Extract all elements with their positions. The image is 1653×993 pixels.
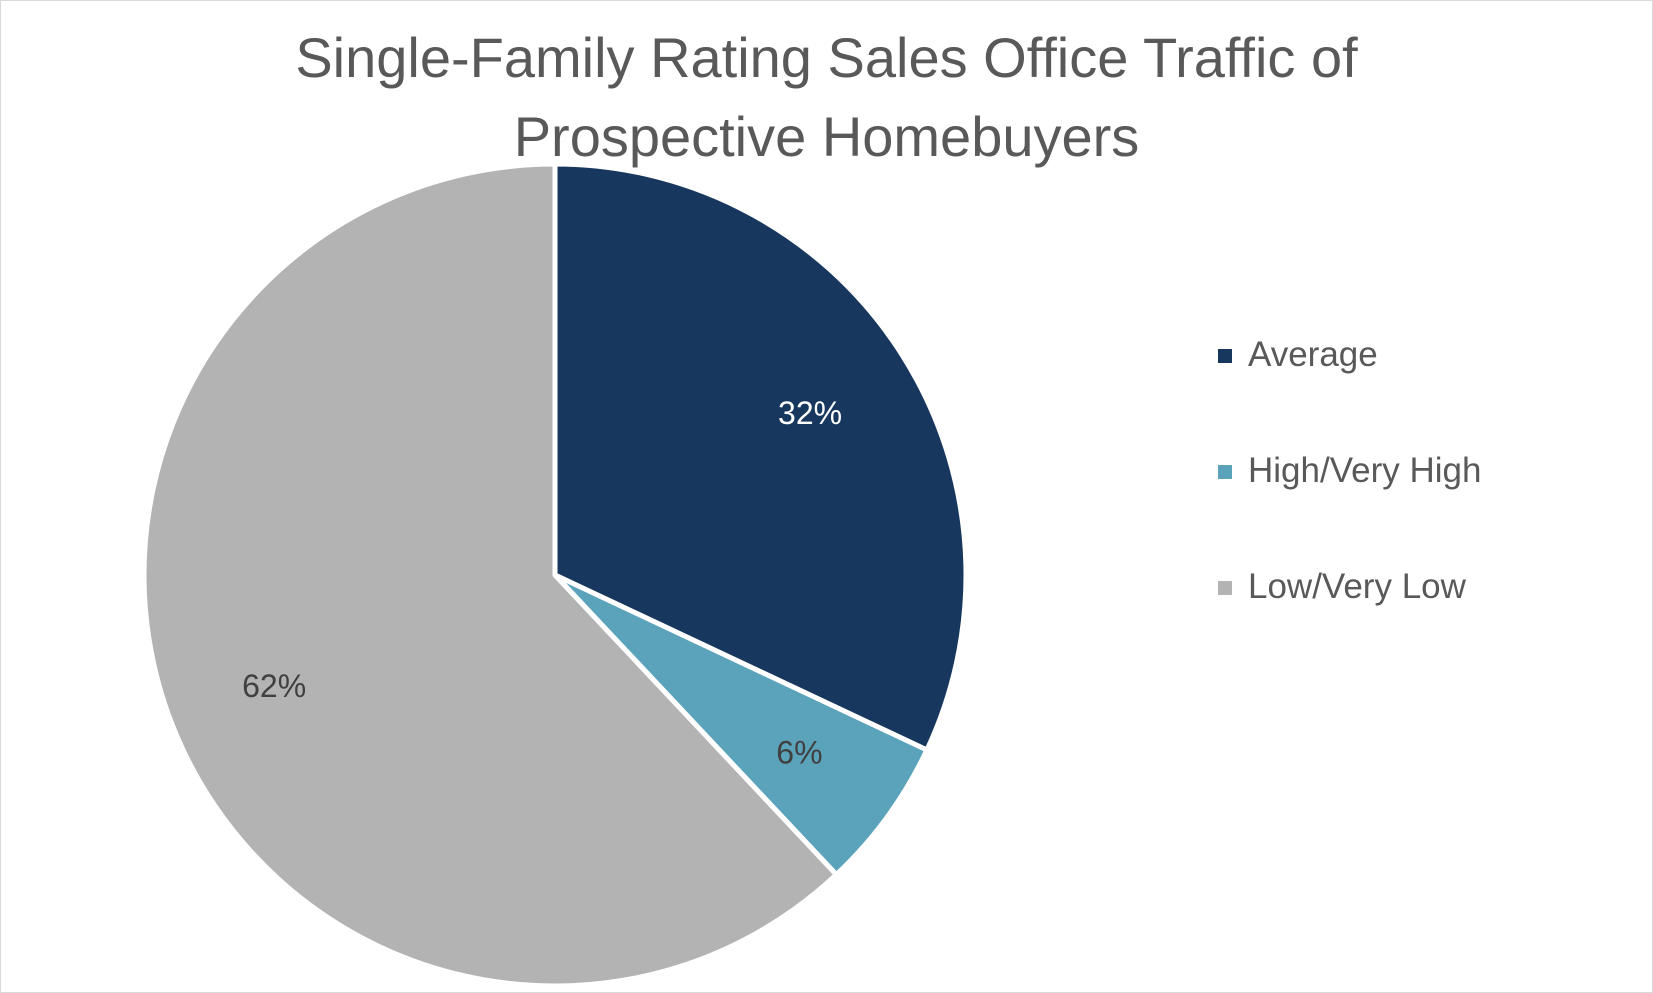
chart-title: Single-Family Rating Sales Office Traffi… bbox=[0, 18, 1653, 176]
legend-label-average: Average bbox=[1248, 335, 1378, 374]
legend-swatch-low-very-low bbox=[1218, 581, 1232, 595]
pie-slice-low-very-low bbox=[141, 161, 839, 989]
legend-swatch-high-very-high bbox=[1218, 465, 1232, 479]
legend-swatch-average bbox=[1218, 349, 1232, 363]
pie-slice-average bbox=[552, 161, 969, 753]
legend-item-high-very-high: High/Very High bbox=[1218, 450, 1481, 566]
pie-slice-high-very-high bbox=[552, 572, 930, 878]
legend-label-low-very-low: Low/Very Low bbox=[1248, 567, 1466, 606]
chart-title-line-2: Prospective Homebuyers bbox=[513, 105, 1140, 168]
data-label-high-very-high: 6% bbox=[776, 735, 822, 771]
legend-label-high-very-high: High/Very High bbox=[1248, 451, 1482, 490]
data-label-low-very-low: 62% bbox=[242, 668, 306, 704]
legend-item-low-very-low: Low/Very Low bbox=[1218, 566, 1481, 682]
chart-title-line-1: Single-Family Rating Sales Office Traffi… bbox=[295, 26, 1358, 89]
data-label-average: 32% bbox=[778, 395, 842, 431]
legend: Average High/Very High Low/Very Low bbox=[1218, 334, 1481, 682]
legend-item-average: Average bbox=[1218, 334, 1481, 450]
